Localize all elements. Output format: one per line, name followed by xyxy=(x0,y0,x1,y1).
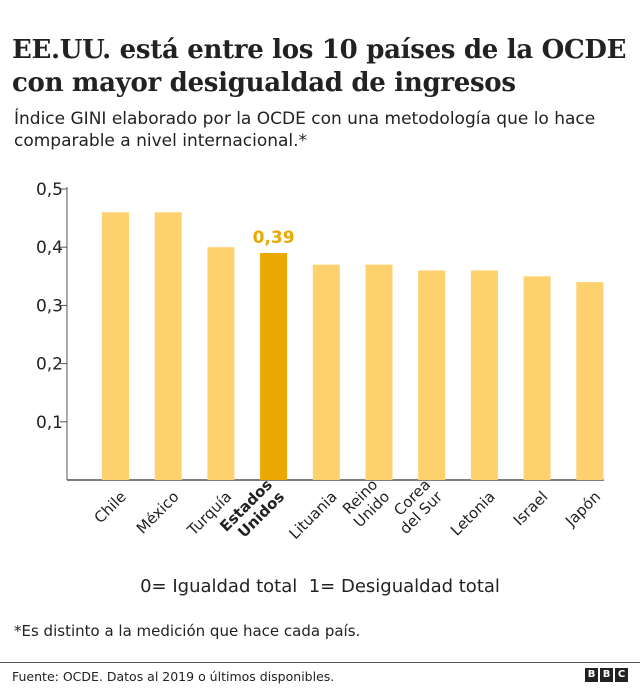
x-tick-label: Chile xyxy=(91,488,130,527)
scale-legend: 0= Igualdad total 1= Desigualdad total xyxy=(140,576,500,597)
x-tick-label: Israel xyxy=(510,488,552,530)
y-tick-label: 0,4 xyxy=(36,238,63,258)
footnote: *Es distinto a la medición que hace cada… xyxy=(14,622,361,640)
data-label: 0,39 xyxy=(253,228,295,248)
y-tick-label: 0,1 xyxy=(36,413,63,433)
x-tick-label: Coreadel Sur xyxy=(384,475,447,538)
source-text: Fuente: OCDE. Datos al 2019 o últimos di… xyxy=(12,669,335,684)
chart-subtitle: Índice GINI elaborado por la OCDE con un… xyxy=(14,109,596,151)
x-tick-label: Lituania xyxy=(286,488,341,543)
footer-divider xyxy=(0,662,640,663)
x-tick-label: EstadosUnidos xyxy=(216,476,288,548)
x-tick-label: ReinoUnido xyxy=(338,476,393,531)
bar-letonia xyxy=(470,270,498,480)
bar-turquía xyxy=(207,247,235,480)
x-tick-label: Japón xyxy=(561,488,604,531)
y-tick-label: 0,5 xyxy=(36,180,63,200)
bar-corea-del-sur xyxy=(418,270,446,480)
bar-japón xyxy=(576,282,604,480)
y-tick-label: 0,2 xyxy=(36,355,63,375)
y-tick-label: 0,3 xyxy=(36,296,63,316)
x-tick-label: Letonia xyxy=(447,488,499,540)
bar-estados-unidos xyxy=(260,253,288,480)
chart-title: EE.UU. está entre los 10 países de la OC… xyxy=(12,35,627,98)
bar-lituania xyxy=(312,264,340,480)
x-tick-label: México xyxy=(133,488,183,538)
bar-méxico xyxy=(154,212,182,480)
bar-reino-unido xyxy=(365,264,393,480)
bar-chile xyxy=(102,212,129,480)
bar-israel xyxy=(523,276,551,480)
